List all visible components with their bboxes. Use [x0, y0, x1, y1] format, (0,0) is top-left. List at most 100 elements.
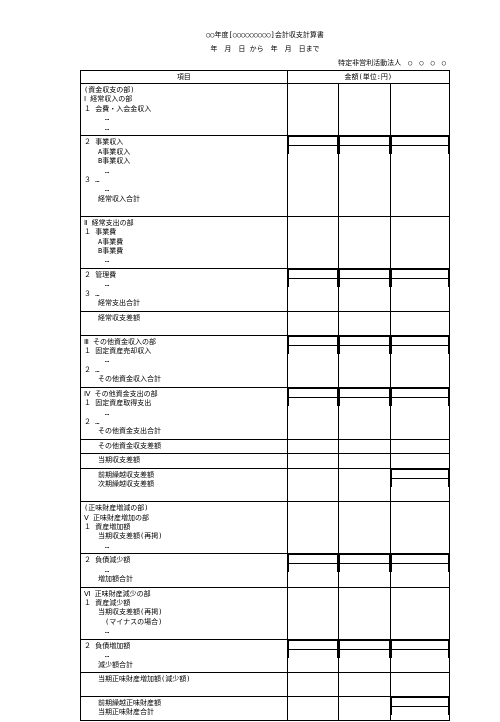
amount-cell [390, 387, 449, 439]
item-text: Ⅳ その他資金支出の部 １ 固定資産取得支出 … ２ … その他資金支出合計 [81, 388, 287, 439]
amount-cell [390, 554, 449, 587]
item-text: 当期正味財産増加額(減少額) [81, 673, 287, 696]
doc-period: 年 月 日 から 年 月 日まで [80, 44, 450, 54]
table-row: ２ 負債増加額 … 減少額合計 [81, 639, 450, 672]
amount-cell [287, 639, 339, 672]
amount-cell [287, 311, 339, 335]
amount-cell [287, 216, 339, 268]
amount-cell [339, 696, 391, 720]
amount-cell [287, 84, 339, 136]
amount-cell [390, 439, 449, 453]
table-row: 前期繰越収支差額 次期繰越収支差額 [81, 468, 450, 501]
item-cell: 前期繰越収支差額 次期繰越収支差額 [81, 468, 288, 501]
amount-cell [390, 502, 449, 554]
amount-cell [339, 387, 391, 439]
item-text: 前期繰越正味財産額 当期正味財産合計 [81, 697, 287, 720]
item-cell: 当期収支差額 [81, 454, 288, 468]
col-amount-header: 金額(単位:円) [287, 71, 449, 84]
amount-cell [287, 454, 339, 468]
item-cell: Ⅵ 正味財産減少の部 １ 資産減少額 当期収支差額(再掲) (マイナスの場合) … [81, 587, 288, 639]
item-text: (正味財産増減の部) Ⅴ 正味財産増加の部 １ 資産増加額 当期収支差額(再掲)… [81, 502, 287, 553]
item-text: 経常収支差額 [81, 312, 287, 335]
table-row: (資金収支の部) Ⅰ 経常収入の部 １ 会費・入会金収入 … … [81, 84, 450, 136]
table-row: Ⅱ 経常支出の部 １ 事業費 A事業費 B事業費 … [81, 216, 450, 268]
amount-cell [339, 216, 391, 268]
amount-cell [390, 639, 449, 672]
item-cell: Ⅳ その他資金支出の部 １ 固定資産取得支出 … ２ … その他資金支出合計 [81, 387, 288, 439]
amount-cell [390, 268, 449, 311]
amount-cell [339, 639, 391, 672]
table-row: 前期繰越正味財産額 当期正味財産合計 [81, 696, 450, 720]
item-cell: Ⅲ その他資金収入の部 １ 固定資産売却収入 … ２ … その他資金収入合計 [81, 335, 288, 387]
amount-cell [287, 439, 339, 453]
table-row: 経常収支差額 [81, 311, 450, 335]
table-row: Ⅵ 正味財産減少の部 １ 資産減少額 当期収支差額(再掲) (マイナスの場合) … [81, 587, 450, 639]
table-row: Ⅳ その他資金支出の部 １ 固定資産取得支出 … ２ … その他資金支出合計 [81, 387, 450, 439]
amount-cell [287, 468, 339, 501]
amount-cell [339, 311, 391, 335]
amount-cell [390, 468, 449, 501]
amount-cell [390, 136, 449, 217]
document-page: ○○年度[○○○○○○○○○]会計収支計算書 年 月 日 から 年 月 日まで … [0, 0, 500, 722]
item-cell: 当期正味財産増加額(減少額) [81, 673, 288, 697]
item-cell: 前期繰越正味財産額 当期正味財産合計 [81, 696, 288, 720]
amount-cell [390, 696, 449, 720]
amount-cell [287, 335, 339, 387]
doc-title: ○○年度[○○○○○○○○○]会計収支計算書 [80, 30, 450, 40]
amount-cell [287, 696, 339, 720]
doc-org: 特定非営利活動法人 ○ ○ ○ ○ [80, 58, 450, 68]
item-text: その他資金収支差額 [81, 440, 287, 453]
table-row: 当期収支差額 [81, 454, 450, 468]
amount-cell [287, 587, 339, 639]
amount-cell [287, 387, 339, 439]
amount-cell [390, 311, 449, 335]
table-row: その他資金収支差額 [81, 439, 450, 453]
table-body: (資金収支の部) Ⅰ 経常収入の部 １ 会費・入会金収入 … …２ 事業収入 A… [81, 84, 450, 721]
amount-cell [339, 439, 391, 453]
amount-cell [339, 468, 391, 501]
table-row: ２ 負債減少額 … 増加額合計 [81, 554, 450, 587]
item-cell: ２ 管理費 … ３ … 経常支出合計 [81, 268, 288, 311]
amount-cell [339, 136, 391, 217]
item-cell: ２ 事業収入 A事業収入 B事業収入 … ３ … … 経常収入合計 [81, 136, 288, 217]
item-text: ２ 事業収入 A事業収入 B事業収入 … ３ … … 経常収入合計 [81, 136, 287, 216]
item-text: ２ 負債増加額 … 減少額合計 [81, 640, 287, 672]
item-cell: ２ 負債減少額 … 増加額合計 [81, 554, 288, 587]
item-text: ２ 負債減少額 … 増加額合計 [81, 554, 287, 586]
amount-cell [339, 335, 391, 387]
amount-cell [390, 587, 449, 639]
item-text: ２ 管理費 … ３ … 経常支出合計 [81, 269, 287, 311]
item-cell: Ⅱ 経常支出の部 １ 事業費 A事業費 B事業費 … [81, 216, 288, 268]
amount-cell [339, 554, 391, 587]
table-row: Ⅲ その他資金収入の部 １ 固定資産売却収入 … ２ … その他資金収入合計 [81, 335, 450, 387]
item-cell: ２ 負債増加額 … 減少額合計 [81, 639, 288, 672]
amount-cell [287, 268, 339, 311]
item-cell: (資金収支の部) Ⅰ 経常収入の部 １ 会費・入会金収入 … … [81, 84, 288, 136]
item-cell: 経常収支差額 [81, 311, 288, 335]
amount-cell [390, 673, 449, 697]
item-text: Ⅲ その他資金収入の部 １ 固定資産売却収入 … ２ … その他資金収入合計 [81, 336, 287, 387]
col-item-header: 項目 [81, 71, 288, 84]
table-row: ２ 管理費 … ３ … 経常支出合計 [81, 268, 450, 311]
amount-cell [339, 454, 391, 468]
table-row: (正味財産増減の部) Ⅴ 正味財産増加の部 １ 資産増加額 当期収支差額(再掲)… [81, 502, 450, 554]
amount-cell [390, 454, 449, 468]
statement-table: 項目 金額(単位:円) (資金収支の部) Ⅰ 経常収入の部 １ 会費・入会金収入… [80, 70, 450, 721]
item-cell: (正味財産増減の部) Ⅴ 正味財産増加の部 １ 資産増加額 当期収支差額(再掲)… [81, 502, 288, 554]
amount-cell [287, 554, 339, 587]
item-text: 当期収支差額 [81, 454, 287, 467]
table-row: ２ 事業収入 A事業収入 B事業収入 … ３ … … 経常収入合計 [81, 136, 450, 217]
amount-cell [339, 268, 391, 311]
amount-cell [339, 502, 391, 554]
amount-cell [390, 216, 449, 268]
item-text: Ⅵ 正味財産減少の部 １ 資産減少額 当期収支差額(再掲) (マイナスの場合) … [81, 588, 287, 639]
item-text: Ⅱ 経常支出の部 １ 事業費 A事業費 B事業費 … [81, 217, 287, 268]
amount-cell [287, 502, 339, 554]
amount-cell [390, 335, 449, 387]
item-text: (資金収支の部) Ⅰ 経常収入の部 １ 会費・入会金収入 … … [81, 84, 287, 135]
amount-cell [287, 136, 339, 217]
amount-cell [390, 84, 449, 136]
amount-cell [339, 587, 391, 639]
item-text: 前期繰越収支差額 次期繰越収支差額 [81, 469, 287, 501]
amount-cell [339, 673, 391, 697]
